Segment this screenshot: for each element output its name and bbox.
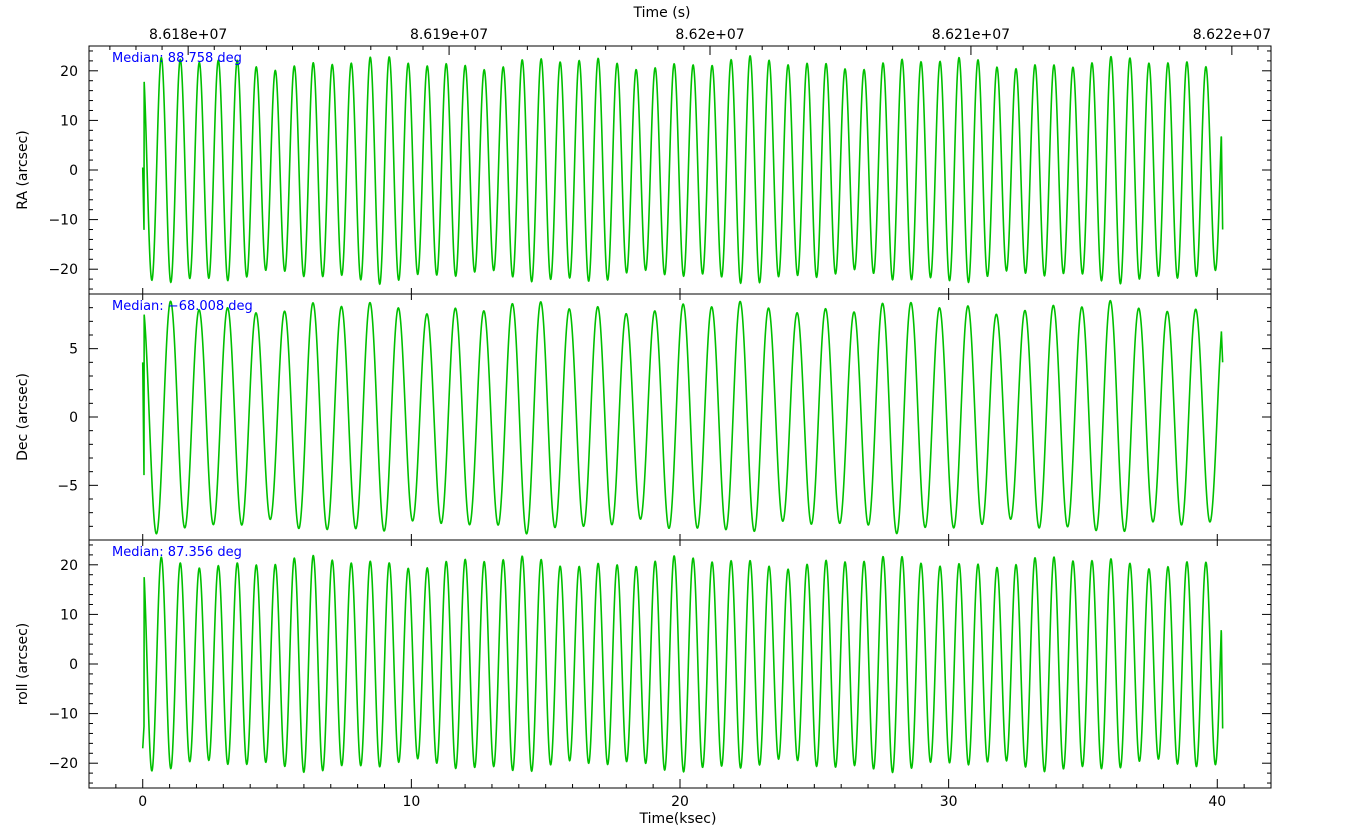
median-annotation: Median: −68.008 deg: [112, 299, 253, 314]
panel-1: −20 −10 0 10 20 RA (arcsec) Median: 88.758 deg: [15, 45, 1272, 295]
y-axis-label: RA (arcsec): [15, 130, 31, 209]
series-line: [141, 554, 1224, 774]
bottom-axis-label: Time(ksec): [639, 811, 717, 827]
panels: −20 −10 0 10 20 RA (arcsec) Median: 88.758 deg…: [15, 45, 1272, 789]
bottom-axis-tick-label: 0: [138, 794, 147, 810]
y-axis-tick-label: −5: [57, 478, 78, 494]
bottom-axis-tick-label: 40: [1208, 794, 1226, 810]
top-axis-tick-label: 8.62e+07: [675, 27, 744, 43]
y-axis-tick-label: 20: [60, 64, 78, 80]
y-axis-tick-label: 5: [69, 342, 78, 358]
y-axis-tick-label: 0: [69, 163, 78, 179]
y-axis-tick-label: −10: [48, 707, 78, 723]
panel-3: −20 −10 0 10 20 roll (arcsec) Median: 87.356 d…: [15, 539, 1272, 789]
y-axis-tick-label: 10: [60, 607, 78, 623]
y-axis-tick-label: 0: [69, 410, 78, 426]
series-line: [141, 299, 1224, 535]
top-axis-tick-label: 8.622e+07: [1193, 27, 1271, 43]
top-axis: 8.618e+07 8.619e+07 8.62e+07 8.621e+07 8.622…: [109, 27, 1271, 55]
series-line: [141, 55, 1224, 286]
y-axis-label: Dec (arcsec): [15, 373, 31, 461]
top-axis-tick-label: 8.621e+07: [932, 27, 1010, 43]
top-axis-label: Time (s): [633, 5, 691, 21]
y-axis-tick-label: 10: [60, 113, 78, 129]
top-axis-tick-label: 8.619e+07: [410, 27, 488, 43]
panel-2: −5 0 5 Dec (arcsec) Median: −68.008 deg: [15, 293, 1272, 541]
y-axis-tick-label: −20: [48, 756, 78, 772]
y-axis-tick-label: −10: [48, 213, 78, 229]
y-axis-tick-label: 20: [60, 558, 78, 574]
y-axis-label: roll (arcsec): [15, 623, 31, 706]
bottom-axis-tick-label: 30: [940, 794, 958, 810]
bottom-axis-tick-label: 20: [671, 794, 689, 810]
y-axis-tick-label: −20: [48, 262, 78, 278]
bottom-axis-tick-label: 10: [402, 794, 420, 810]
top-axis-tick-label: 8.618e+07: [149, 27, 227, 43]
median-annotation: Median: 88.758 deg: [112, 51, 242, 66]
bottom-axis: 0 10 20 30 40: [88, 779, 1272, 810]
median-annotation: Median: 87.356 deg: [112, 545, 242, 560]
y-axis-tick-label: 0: [69, 657, 78, 673]
